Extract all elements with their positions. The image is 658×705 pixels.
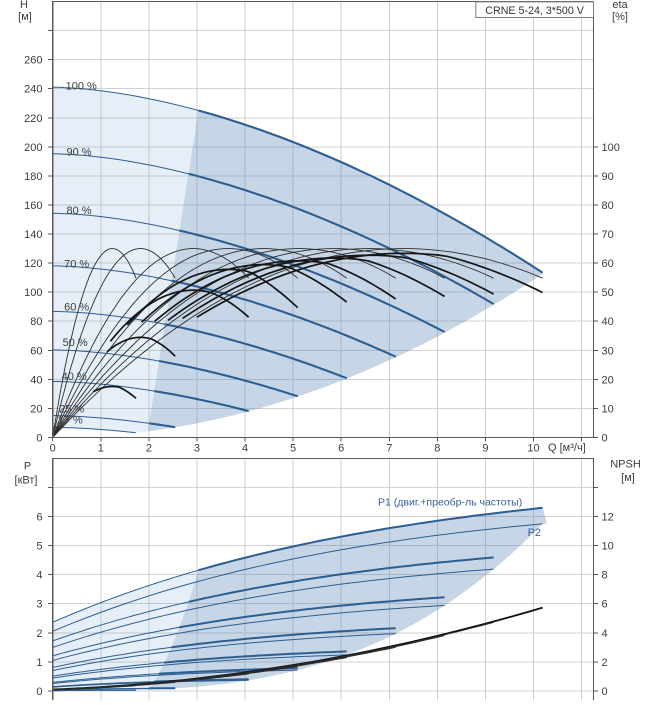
svg-text:180: 180 — [24, 171, 42, 183]
svg-text:12: 12 — [602, 511, 614, 523]
svg-text:3: 3 — [36, 599, 42, 611]
svg-text:P2: P2 — [528, 527, 541, 539]
svg-text:2: 2 — [602, 657, 608, 669]
svg-text:140: 140 — [24, 229, 42, 241]
svg-text:100: 100 — [602, 142, 620, 154]
svg-text:[м]: [м] — [621, 472, 635, 484]
svg-text:8: 8 — [602, 570, 608, 582]
svg-text:220: 220 — [24, 113, 42, 125]
svg-text:0: 0 — [602, 686, 608, 698]
svg-text:0: 0 — [50, 443, 56, 455]
svg-text:4: 4 — [242, 443, 248, 455]
svg-text:2: 2 — [146, 443, 152, 455]
svg-text:10: 10 — [527, 443, 539, 455]
svg-text:1: 1 — [36, 657, 42, 669]
svg-text:60: 60 — [30, 345, 42, 357]
svg-text:200: 200 — [24, 142, 42, 154]
svg-text:20: 20 — [602, 374, 614, 386]
svg-text:NPSH: NPSH — [610, 459, 641, 471]
svg-text:17 %: 17 % — [58, 415, 83, 427]
svg-text:8: 8 — [434, 443, 440, 455]
svg-text:80 %: 80 % — [67, 205, 92, 217]
svg-text:90 %: 90 % — [67, 147, 92, 159]
svg-text:9: 9 — [482, 443, 488, 455]
svg-text:10: 10 — [602, 541, 614, 553]
svg-text:70: 70 — [602, 229, 614, 241]
svg-text:5: 5 — [36, 541, 42, 553]
svg-text:40: 40 — [602, 316, 614, 328]
svg-text:10: 10 — [602, 403, 614, 415]
svg-text:P: P — [24, 461, 31, 473]
svg-text:[м]: [м] — [18, 11, 32, 23]
svg-text:H: H — [20, 0, 28, 11]
svg-text:260: 260 — [24, 55, 42, 67]
svg-text:0: 0 — [602, 433, 608, 445]
svg-text:120: 120 — [24, 258, 42, 270]
svg-text:30: 30 — [602, 345, 614, 357]
svg-text:6: 6 — [36, 511, 42, 523]
svg-text:0: 0 — [36, 686, 42, 698]
svg-text:CRNE 5-24, 3*500 V: CRNE 5-24, 3*500 V — [485, 5, 584, 17]
svg-text:50 %: 50 % — [63, 337, 88, 349]
svg-text:0: 0 — [36, 433, 42, 445]
svg-text:40: 40 — [30, 374, 42, 386]
svg-text:70 %: 70 % — [64, 258, 89, 270]
svg-text:90: 90 — [602, 171, 614, 183]
svg-text:3: 3 — [194, 443, 200, 455]
svg-text:[%]: [%] — [612, 11, 628, 23]
svg-text:4: 4 — [602, 628, 608, 640]
svg-text:5: 5 — [290, 443, 296, 455]
svg-text:25 %: 25 % — [59, 404, 84, 416]
svg-text:80: 80 — [602, 200, 614, 212]
svg-text:40 %: 40 % — [62, 371, 87, 383]
svg-text:160: 160 — [24, 200, 42, 212]
svg-text:2: 2 — [36, 628, 42, 640]
svg-text:6: 6 — [602, 599, 608, 611]
svg-text:60: 60 — [602, 258, 614, 270]
svg-text:240: 240 — [24, 84, 42, 96]
svg-text:20: 20 — [30, 403, 42, 415]
svg-text:eta: eta — [612, 0, 628, 11]
svg-text:100: 100 — [24, 287, 42, 299]
svg-text:6: 6 — [338, 443, 344, 455]
svg-text:50: 50 — [602, 287, 614, 299]
svg-text:P1 (двиг.+преобр-ль частоты): P1 (двиг.+преобр-ль частоты) — [378, 497, 522, 509]
svg-text:100 %: 100 % — [66, 81, 97, 93]
svg-text:[кВт]: [кВт] — [15, 475, 38, 487]
svg-text:1: 1 — [98, 443, 104, 455]
svg-text:Q [м³/ч]: Q [м³/ч] — [548, 442, 586, 454]
svg-text:80: 80 — [30, 316, 42, 328]
svg-text:7: 7 — [386, 443, 392, 455]
svg-text:4: 4 — [36, 570, 42, 582]
svg-text:60 %: 60 % — [64, 302, 89, 314]
